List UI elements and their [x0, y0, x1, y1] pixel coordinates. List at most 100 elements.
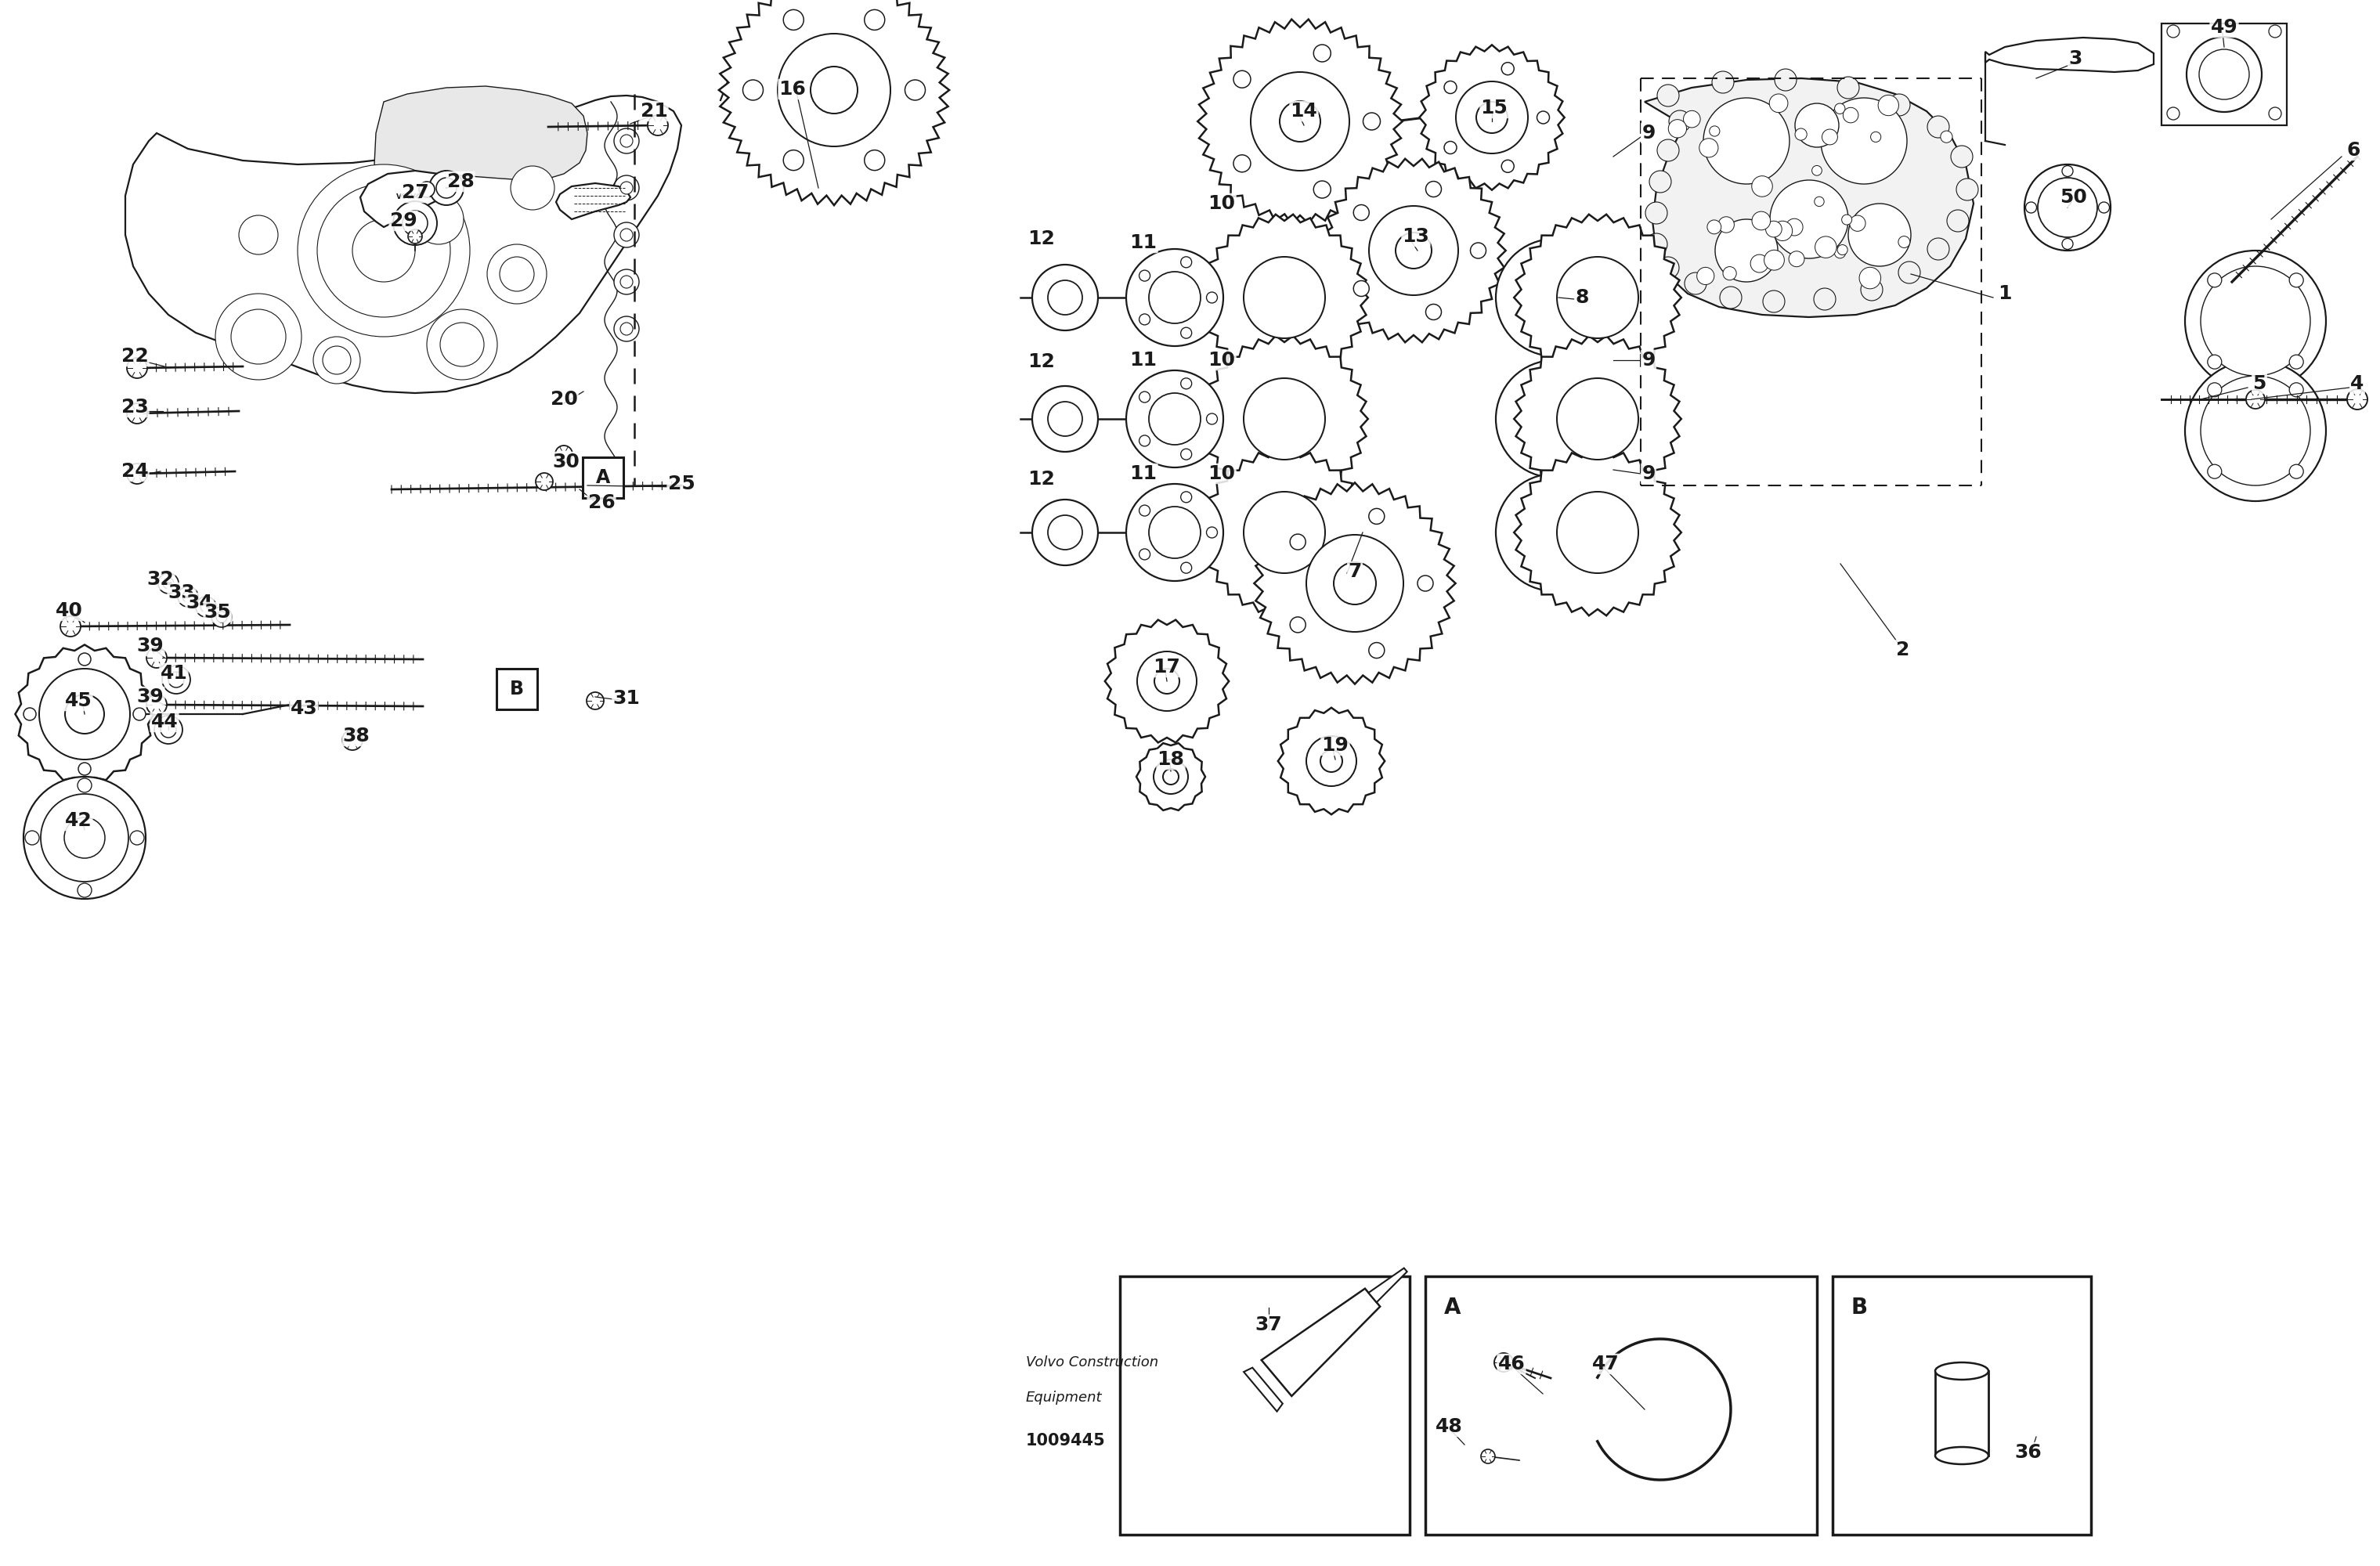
- Circle shape: [1540, 517, 1571, 548]
- Circle shape: [1790, 251, 1804, 266]
- Circle shape: [428, 171, 464, 205]
- Circle shape: [1150, 272, 1200, 324]
- Polygon shape: [1321, 158, 1507, 343]
- Polygon shape: [1104, 620, 1228, 742]
- Circle shape: [621, 182, 633, 194]
- Text: 34: 34: [186, 594, 214, 612]
- Circle shape: [1859, 268, 1880, 288]
- Circle shape: [1785, 219, 1804, 235]
- Circle shape: [2290, 355, 2304, 370]
- Text: 50: 50: [2061, 188, 2087, 207]
- Text: 40: 40: [55, 601, 83, 620]
- Circle shape: [1823, 130, 1837, 144]
- Circle shape: [2025, 164, 2111, 251]
- Circle shape: [1842, 215, 1852, 226]
- Circle shape: [195, 597, 217, 617]
- Text: 43: 43: [290, 698, 317, 717]
- Circle shape: [1849, 216, 1866, 232]
- Circle shape: [1138, 651, 1197, 711]
- Circle shape: [1557, 377, 1637, 460]
- Circle shape: [162, 578, 174, 589]
- Circle shape: [536, 473, 552, 490]
- Polygon shape: [126, 96, 681, 393]
- Text: 48: 48: [1435, 1417, 1461, 1436]
- Circle shape: [2061, 238, 2073, 249]
- Circle shape: [1764, 251, 1785, 271]
- Circle shape: [1368, 509, 1385, 525]
- Circle shape: [585, 692, 605, 709]
- Circle shape: [1290, 534, 1307, 550]
- Circle shape: [155, 716, 183, 744]
- Text: 16: 16: [778, 80, 807, 99]
- Circle shape: [1775, 69, 1797, 91]
- Circle shape: [1180, 377, 1192, 388]
- Text: 44: 44: [150, 713, 178, 731]
- Circle shape: [2247, 390, 2266, 409]
- Circle shape: [131, 830, 145, 846]
- Circle shape: [40, 794, 129, 882]
- Circle shape: [1540, 282, 1571, 313]
- Text: 42: 42: [64, 811, 93, 830]
- Circle shape: [2268, 25, 2282, 38]
- Circle shape: [38, 669, 131, 760]
- Polygon shape: [1261, 1289, 1380, 1395]
- Circle shape: [1685, 272, 1706, 294]
- Text: 27: 27: [402, 183, 428, 202]
- Ellipse shape: [1935, 1362, 1987, 1380]
- Circle shape: [2290, 465, 2304, 479]
- Text: 12: 12: [1028, 229, 1054, 247]
- Polygon shape: [1245, 1367, 1283, 1411]
- Circle shape: [1749, 255, 1768, 272]
- Text: 41: 41: [159, 664, 188, 683]
- Circle shape: [1445, 81, 1457, 94]
- Circle shape: [1495, 473, 1614, 590]
- Text: 36: 36: [2016, 1444, 2042, 1463]
- Circle shape: [1835, 247, 1847, 258]
- Text: B: B: [509, 680, 524, 698]
- Circle shape: [1252, 72, 1349, 171]
- Circle shape: [1418, 575, 1433, 590]
- Circle shape: [1180, 562, 1192, 573]
- Text: 9: 9: [1642, 464, 1656, 482]
- Polygon shape: [557, 183, 631, 219]
- Circle shape: [1140, 435, 1150, 446]
- Circle shape: [2187, 36, 2261, 113]
- Circle shape: [352, 219, 414, 282]
- Text: 1: 1: [1999, 285, 2011, 304]
- Circle shape: [647, 116, 669, 136]
- Circle shape: [393, 200, 438, 244]
- Circle shape: [126, 402, 148, 423]
- Text: 9: 9: [1642, 351, 1656, 370]
- Circle shape: [2209, 382, 2221, 396]
- Text: A: A: [595, 468, 609, 487]
- Circle shape: [1871, 132, 1880, 143]
- Circle shape: [1354, 280, 1368, 296]
- Circle shape: [1207, 291, 1219, 304]
- Circle shape: [1495, 238, 1614, 357]
- Circle shape: [1140, 548, 1150, 559]
- Circle shape: [1656, 257, 1678, 279]
- Circle shape: [1476, 102, 1507, 133]
- Circle shape: [1207, 526, 1219, 539]
- Circle shape: [1645, 202, 1668, 224]
- Circle shape: [1314, 44, 1330, 61]
- Circle shape: [1033, 265, 1097, 330]
- Circle shape: [238, 215, 278, 254]
- Circle shape: [512, 166, 555, 210]
- Circle shape: [614, 128, 640, 153]
- Polygon shape: [1202, 215, 1368, 381]
- Polygon shape: [1645, 78, 1973, 316]
- Circle shape: [159, 722, 176, 738]
- Circle shape: [1752, 211, 1771, 230]
- Circle shape: [1354, 205, 1368, 221]
- Polygon shape: [359, 171, 455, 227]
- Circle shape: [1645, 233, 1668, 255]
- Text: 2: 2: [1897, 640, 1909, 659]
- Circle shape: [178, 586, 198, 606]
- Circle shape: [1426, 304, 1442, 319]
- Circle shape: [1952, 146, 1973, 168]
- Text: 49: 49: [2211, 17, 2237, 36]
- Text: 12: 12: [1028, 470, 1054, 489]
- Text: 30: 30: [552, 453, 581, 471]
- Text: 9: 9: [1642, 124, 1656, 143]
